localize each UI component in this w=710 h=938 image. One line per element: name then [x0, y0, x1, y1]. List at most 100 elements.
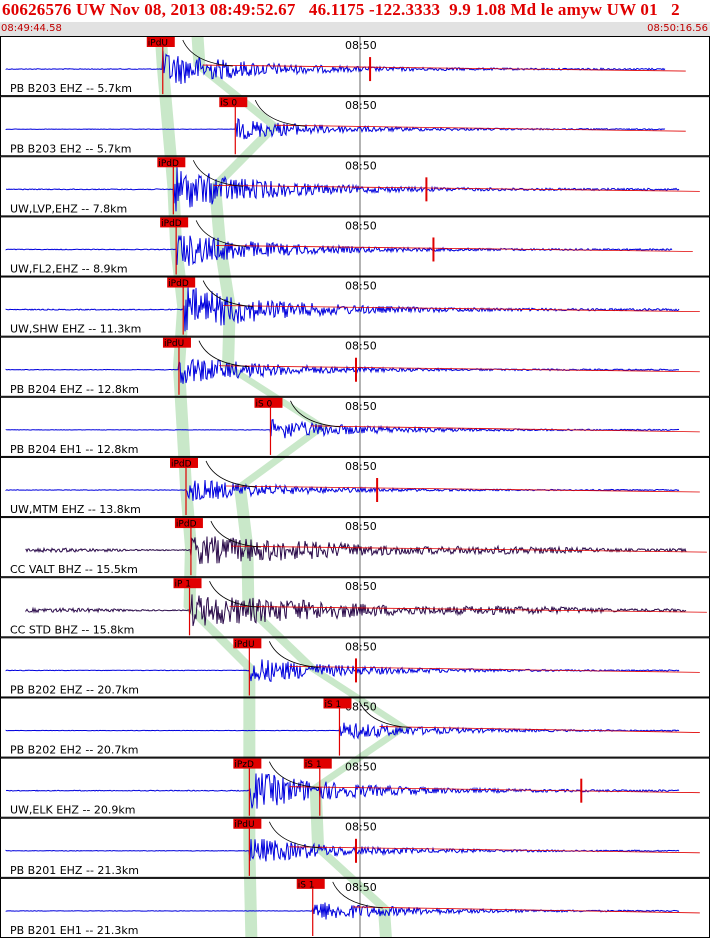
waveform-trace — [5, 117, 666, 140]
seismogram-panel: 08:50 iPzD iS 1 UW,ELK EHZ -- 20.9km — [0, 757, 710, 818]
pick-label: iPdD — [168, 279, 189, 289]
tick-label: 08:50 — [345, 580, 377, 593]
envelope-curve — [209, 581, 260, 608]
envelope-curve — [254, 99, 306, 127]
envelope-curve — [205, 460, 257, 488]
station-label: CC STD BHZ -- 15.8km — [10, 623, 134, 636]
waveform-trace — [5, 235, 673, 266]
pick-box — [219, 97, 248, 108]
event-title: 60626576 UW Nov 08, 2013 08:49:52.67 46.… — [2, 0, 680, 19]
waveform-trace — [5, 722, 680, 740]
coda-line — [310, 425, 700, 433]
tick-label: 08:50 — [345, 400, 377, 413]
seismogram-panel: 08:50 iS 0 PB B204 EH1 -- 12.8km — [0, 396, 710, 457]
coda-line — [289, 666, 700, 673]
seismogram-panel: 08:50 iPdD UW,FL2,EHZ -- 8.9km — [0, 216, 710, 277]
coda-line — [223, 305, 700, 313]
station-label: PB B204 EHZ -- 12.8km — [10, 383, 139, 396]
tick-label: 08:50 — [345, 700, 377, 713]
pick-label: iS 1 — [305, 760, 322, 770]
pick-label: iPdD — [176, 520, 197, 530]
station-label: PB B203 EHZ -- 5.7km — [10, 82, 132, 95]
tick-label: 08:50 — [345, 520, 377, 533]
pick-box — [157, 157, 186, 168]
coda-line — [230, 545, 707, 553]
tick-label: 08:50 — [345, 219, 377, 232]
pick-box — [170, 457, 198, 468]
pick-label: iPzD — [234, 760, 254, 770]
pick-label: iP 1 — [175, 580, 192, 590]
waveform-trace — [5, 358, 680, 384]
pick-box — [323, 698, 352, 709]
seismogram-panel: 08:50 iS 1 PB B202 EH2 -- 20.7km — [0, 697, 710, 758]
seismogram-panel: 08:50 iPdD CC VALT BHZ -- 15.5km — [0, 517, 710, 578]
pick-label: iPdU — [234, 640, 254, 650]
tick-label: 08:50 — [345, 761, 377, 774]
seismogram-panel: 08:50 iPdU PB B202 EHZ -- 20.7km — [0, 637, 710, 698]
coda-line — [379, 726, 700, 733]
tick-label: 08:50 — [345, 39, 377, 52]
seismogram-panel: 08:50 iPdD UW,MTM EHZ -- 13.8km — [0, 456, 710, 518]
pick-label: iPdU — [164, 339, 184, 349]
coda-line — [213, 184, 700, 192]
end-time: 08:50:16.56 — [647, 23, 708, 34]
seismogram-panel: 08:50 iS 0 PB B203 EH2 -- 5.7km — [0, 96, 710, 157]
pick-box — [167, 277, 196, 288]
waveform-trace — [5, 839, 680, 862]
seismogram-panels: 08:50 iPdU PB B203 EHZ -- 5.7km 08:50 iS 0 PB… — [0, 36, 710, 938]
pick-box — [173, 578, 202, 589]
tick-label: 08:50 — [345, 460, 377, 473]
pick-box — [160, 217, 189, 228]
envelope-curve — [198, 340, 249, 368]
event-header: 60626576 UW Nov 08, 2013 08:49:52.67 46.… — [0, 0, 710, 36]
envelope-curve — [332, 881, 383, 909]
pick-box — [233, 758, 262, 769]
station-label: PB B203 EH2 -- 5.7km — [10, 142, 131, 155]
pick-box — [146, 37, 175, 47]
pick-label: iPdD — [161, 219, 182, 229]
seismogram-panel: 08:50 iS 1 PB B201 EH1 -- 21.3km — [0, 877, 710, 938]
pick-label: iPdU — [148, 39, 168, 49]
pick-box — [233, 818, 262, 829]
envelope-curve — [268, 761, 320, 789]
pick-box — [254, 397, 283, 408]
start-time: 08:49:44.58 — [1, 23, 62, 34]
station-label: CC VALT BHZ -- 15.5km — [10, 563, 138, 576]
pick-box — [296, 878, 325, 889]
station-label: UW,FL2,EHZ -- 8.9km — [10, 263, 128, 276]
coda-line — [275, 124, 686, 132]
coda-line — [289, 786, 700, 794]
station-label: PB B202 EHZ -- 20.7km — [10, 683, 139, 696]
seismogram-panel: 08:50 iPdU PB B204 EHZ -- 12.8km — [0, 336, 710, 397]
envelope-curve — [210, 520, 261, 548]
coda-line — [202, 64, 686, 72]
pick-label: iS 1 — [298, 880, 315, 890]
station-label: UW,ELK EHZ -- 20.9km — [10, 804, 135, 817]
seismogram-panel: 08:50 iPdU PB B203 EHZ -- 5.7km — [0, 36, 710, 97]
envelope-curve — [182, 39, 233, 67]
tick-label: 08:50 — [345, 99, 377, 112]
pick-box — [303, 758, 332, 769]
pick-box — [174, 518, 203, 529]
envelope-curve — [359, 701, 410, 728]
time-range-bar — [0, 22, 710, 36]
waveform-trace — [25, 594, 687, 627]
tick-label: 08:50 — [345, 280, 377, 293]
coda-line — [216, 245, 693, 252]
coda-line — [289, 846, 700, 854]
pick-label: iPdD — [171, 459, 192, 469]
seismogram-panel: 08:50 iPdD UW,LVP,EHZ -- 7.8km — [0, 156, 710, 217]
station-label: PB B204 EH1 -- 12.8km — [10, 443, 138, 456]
waveform-trace — [25, 536, 687, 565]
waveform-trace — [5, 167, 680, 212]
station-label: PB B201 EHZ -- 21.3km — [10, 864, 139, 877]
waveform-trace — [5, 773, 680, 809]
envelope-curve — [192, 160, 244, 187]
coda-line — [218, 365, 700, 373]
coda-line — [225, 485, 700, 493]
pick-label: iS 0 — [220, 99, 237, 109]
p-phase-band — [154, 36, 258, 938]
station-label: PB B202 EH2 -- 20.7km — [10, 744, 138, 757]
pick-label: iPdU — [234, 820, 254, 830]
pick-box — [162, 337, 191, 348]
